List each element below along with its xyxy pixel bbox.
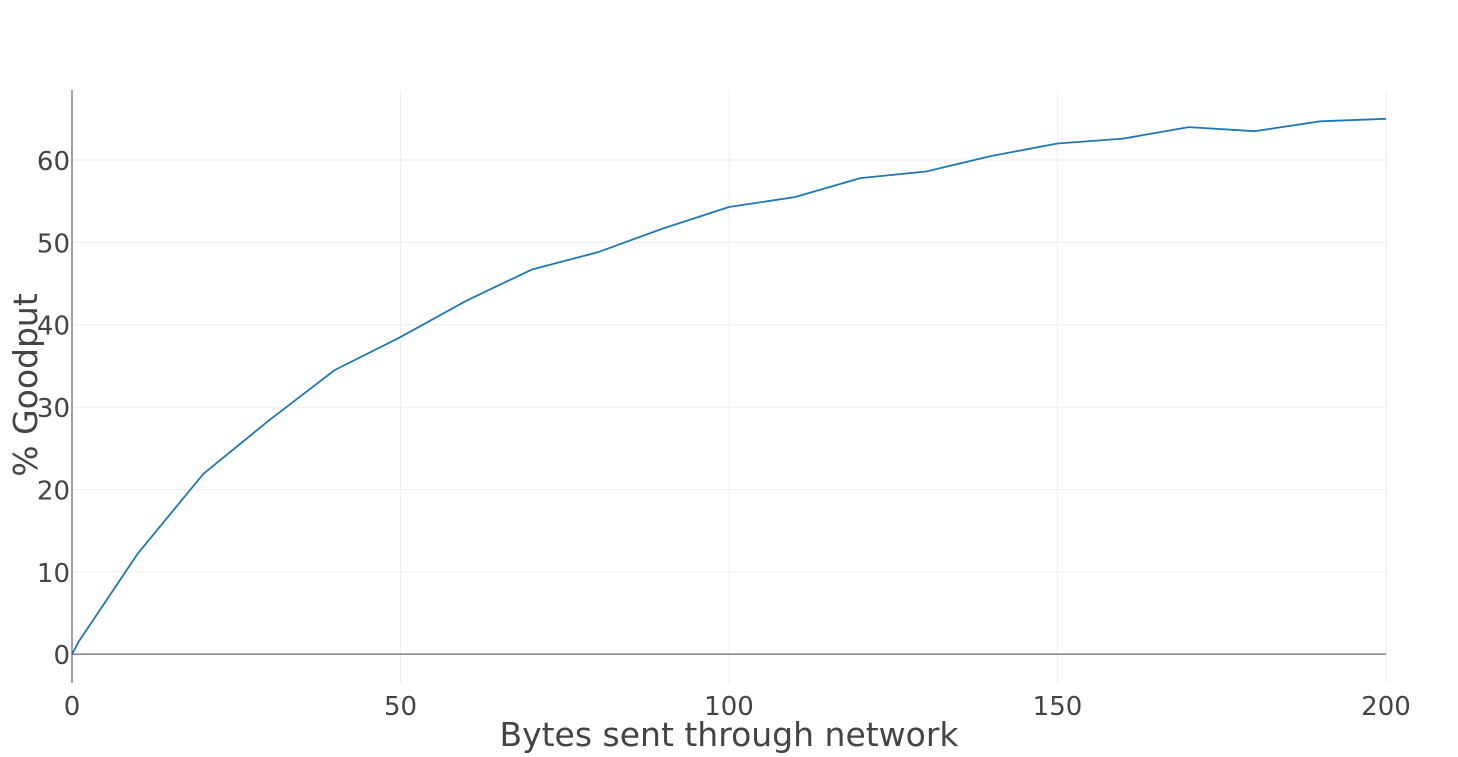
- y-tick-label: 50: [37, 229, 70, 259]
- x-tick-label: 50: [384, 692, 417, 722]
- y-tick-label: 60: [37, 147, 70, 177]
- x-tick-label: 150: [1033, 692, 1083, 722]
- y-tick-label: 40: [37, 312, 70, 342]
- axes: [71, 90, 1386, 683]
- y-tick-label: 10: [37, 559, 70, 589]
- series-group: [71, 117, 1387, 655]
- y-tick-label: 30: [37, 394, 70, 424]
- x-tick-label: 200: [1361, 692, 1411, 722]
- x-tick-label: 100: [704, 692, 754, 722]
- x-axis-tick-labels: 0 50 100 150 200: [64, 692, 1411, 722]
- y-axis-tick-labels: 0 10 20 30 40 50 60: [37, 147, 70, 671]
- x-tick-label: 0: [64, 692, 81, 722]
- y-tick-label: 0: [53, 641, 70, 671]
- grid-lines: [72, 90, 1387, 683]
- y-axis-title: % Goodput: [6, 293, 45, 477]
- series-line: [71, 117, 1387, 655]
- y-tick-label: 20: [37, 476, 70, 506]
- x-axis-title: Bytes sent through network: [499, 715, 959, 754]
